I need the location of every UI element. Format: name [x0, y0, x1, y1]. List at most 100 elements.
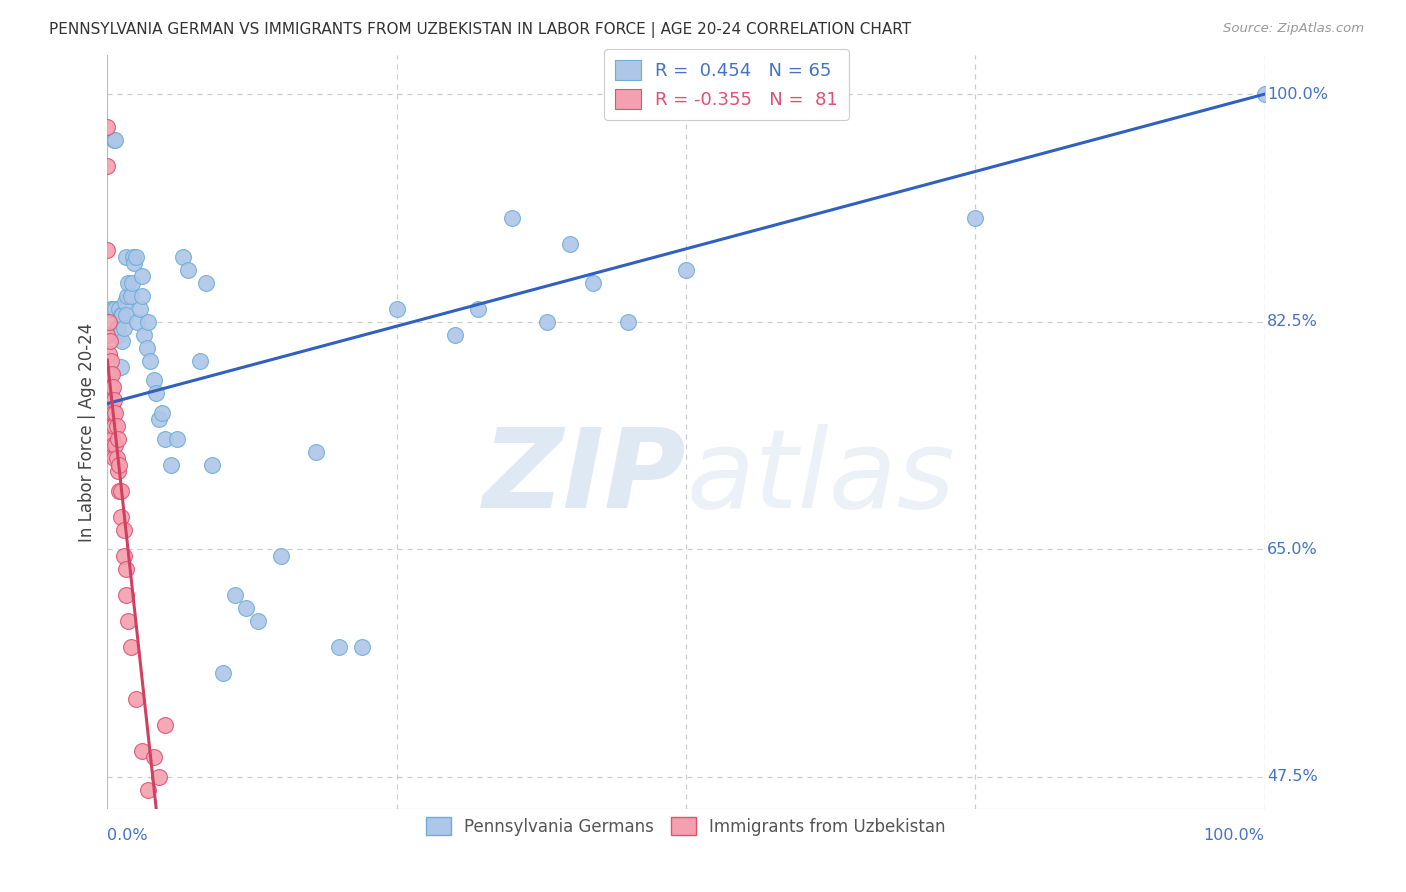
Point	[110, 509, 132, 524]
Point	[1253, 87, 1275, 102]
Point	[114, 295, 136, 310]
Point	[97, 406, 120, 420]
Point	[117, 276, 139, 290]
Point	[115, 308, 138, 322]
Point	[136, 782, 159, 797]
Point	[110, 308, 132, 322]
Point	[235, 600, 257, 615]
Point	[582, 276, 605, 290]
Point	[467, 301, 489, 316]
Point	[150, 406, 173, 420]
Point	[139, 353, 162, 368]
Point	[501, 211, 523, 225]
Point	[101, 301, 124, 316]
Point	[107, 464, 129, 478]
Point	[115, 588, 138, 602]
Point	[115, 250, 138, 264]
Text: 0.0%: 0.0%	[107, 828, 148, 843]
Point	[155, 717, 177, 731]
Point	[305, 444, 328, 458]
Point	[110, 483, 132, 498]
Point	[115, 288, 138, 302]
Point	[536, 315, 558, 329]
Text: PENNSYLVANIA GERMAN VS IMMIGRANTS FROM UZBEKISTAN IN LABOR FORCE | AGE 20-24 COR: PENNSYLVANIA GERMAN VS IMMIGRANTS FROM U…	[49, 22, 911, 38]
Point	[128, 301, 150, 316]
Point	[112, 549, 135, 563]
Point	[108, 483, 131, 498]
Point	[100, 444, 122, 458]
Point	[100, 301, 122, 316]
Point	[172, 250, 194, 264]
Point	[131, 269, 153, 284]
Point	[224, 588, 246, 602]
Point	[97, 444, 120, 458]
Point	[131, 288, 153, 302]
Point	[107, 432, 129, 446]
Point	[135, 341, 157, 355]
Point	[177, 262, 200, 277]
Point	[96, 243, 118, 257]
Legend: Pennsylvania Germans, Immigrants from Uzbekistan: Pennsylvania Germans, Immigrants from Uz…	[419, 811, 952, 842]
Point	[105, 451, 128, 466]
Point	[200, 458, 222, 472]
Text: 82.5%: 82.5%	[1267, 314, 1317, 329]
Point	[100, 386, 122, 401]
Point	[96, 120, 118, 134]
Text: 100.0%: 100.0%	[1204, 828, 1264, 843]
Point	[101, 367, 124, 381]
Point	[125, 250, 148, 264]
Point	[111, 308, 134, 322]
Text: 47.5%: 47.5%	[1267, 769, 1317, 784]
Point	[103, 418, 125, 433]
Point	[385, 301, 408, 316]
Point	[108, 458, 131, 472]
Point	[108, 301, 131, 316]
Point	[98, 392, 121, 407]
Point	[101, 438, 124, 452]
Point	[98, 334, 121, 348]
Point	[97, 379, 120, 393]
Point	[194, 276, 217, 290]
Point	[101, 399, 124, 413]
Point	[127, 315, 149, 329]
Point	[134, 327, 156, 342]
Text: 100.0%: 100.0%	[1267, 87, 1327, 102]
Point	[117, 614, 139, 628]
Point	[112, 523, 135, 537]
Point	[121, 276, 143, 290]
Text: 65.0%: 65.0%	[1267, 541, 1317, 557]
Point	[675, 262, 697, 277]
Point	[145, 386, 167, 401]
Point	[120, 288, 142, 302]
Point	[96, 327, 118, 342]
Point	[155, 432, 177, 446]
Point	[96, 392, 118, 407]
Point	[97, 315, 120, 329]
Point	[160, 458, 183, 472]
Point	[120, 640, 142, 654]
Point	[965, 211, 987, 225]
Point	[111, 334, 134, 348]
Point	[101, 379, 124, 393]
Point	[142, 373, 165, 387]
Point	[98, 367, 121, 381]
Point	[103, 451, 125, 466]
Point	[136, 315, 159, 329]
Point	[121, 250, 143, 264]
Point	[108, 327, 131, 342]
Point	[104, 438, 127, 452]
Text: ZIP: ZIP	[482, 424, 686, 531]
Point	[142, 750, 165, 764]
Point	[148, 412, 170, 426]
Point	[107, 321, 129, 335]
Point	[105, 321, 128, 335]
Point	[617, 315, 640, 329]
Point	[100, 353, 122, 368]
Point	[100, 406, 122, 420]
Point	[188, 353, 211, 368]
Y-axis label: In Labor Force | Age 20-24: In Labor Force | Age 20-24	[79, 323, 96, 541]
Point	[104, 301, 127, 316]
Point	[115, 561, 138, 575]
Point	[110, 360, 132, 375]
Point	[148, 770, 170, 784]
